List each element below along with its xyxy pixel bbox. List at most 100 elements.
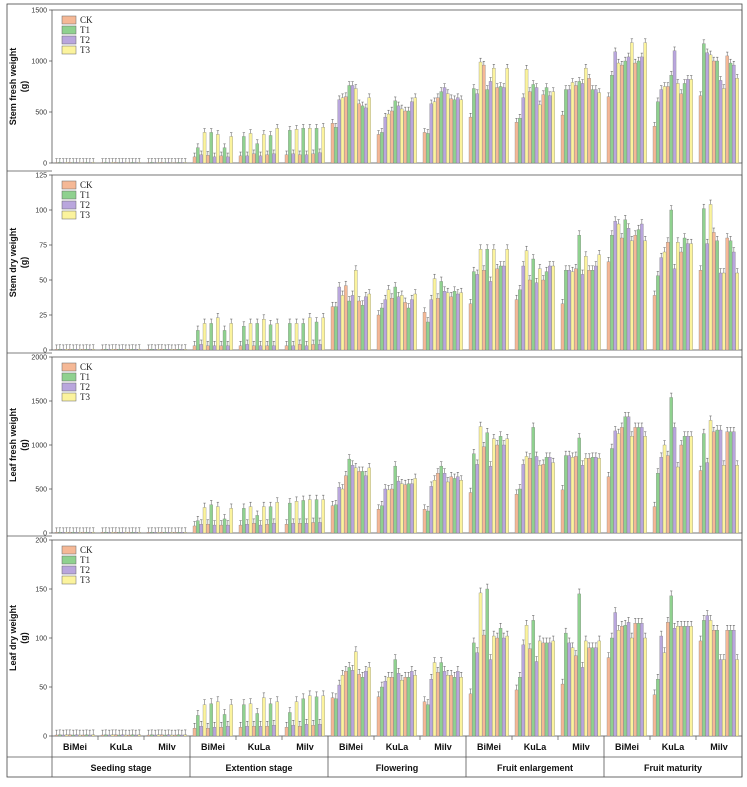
bar	[364, 296, 368, 351]
bar	[633, 235, 637, 351]
legend-label-t1: T1	[80, 555, 90, 565]
bar	[442, 473, 447, 534]
bar	[587, 458, 591, 534]
bar	[400, 108, 404, 164]
bar	[275, 701, 279, 737]
bar	[652, 126, 657, 164]
bar	[337, 286, 341, 351]
bar	[577, 437, 581, 534]
bar	[485, 588, 489, 737]
legend-swatch-t2	[61, 565, 77, 575]
bar	[686, 243, 690, 351]
bar	[613, 430, 617, 534]
bar	[652, 295, 657, 351]
bar	[436, 97, 440, 164]
bar	[652, 694, 657, 737]
bar	[640, 623, 644, 737]
bar	[117, 349, 121, 351]
bar	[577, 81, 581, 164]
bar	[238, 155, 243, 164]
bar	[626, 228, 631, 351]
bar	[698, 95, 703, 164]
bar	[531, 427, 535, 534]
bar	[488, 465, 493, 534]
bar	[160, 734, 164, 737]
bar	[192, 345, 197, 351]
bar	[574, 268, 578, 351]
bar	[124, 734, 128, 737]
bar	[567, 455, 571, 534]
bar	[606, 657, 611, 737]
bar	[68, 734, 72, 737]
bar	[597, 458, 601, 534]
bar	[91, 349, 95, 351]
bar	[528, 279, 532, 351]
cultivar-label-milv: Milv	[434, 742, 452, 752]
bar	[318, 152, 322, 164]
bar	[146, 532, 151, 534]
bar	[314, 128, 319, 164]
bar	[91, 162, 95, 164]
bar	[64, 162, 69, 164]
y-tick-label: 2000	[31, 355, 47, 362]
bar	[656, 679, 660, 737]
bar	[574, 456, 578, 534]
bar	[107, 532, 111, 534]
stage-label: Seeding stage	[90, 763, 151, 773]
bar	[130, 734, 135, 737]
y-tick-label: 100	[35, 636, 47, 643]
bar	[350, 85, 355, 164]
bar	[340, 488, 345, 534]
bar	[456, 476, 460, 534]
bar	[229, 323, 233, 351]
bar	[386, 113, 391, 164]
bar	[160, 349, 164, 351]
bar	[222, 147, 227, 164]
bar	[725, 237, 729, 351]
bar	[478, 249, 483, 351]
bar	[514, 494, 519, 534]
bar	[436, 672, 440, 737]
bar	[396, 296, 401, 351]
bar	[110, 349, 115, 351]
bar	[294, 323, 299, 351]
legend-swatch-t1	[61, 555, 77, 565]
bar	[459, 99, 463, 164]
bar	[275, 128, 279, 164]
bar	[104, 349, 108, 351]
bar	[662, 86, 667, 164]
bar	[212, 345, 217, 351]
y-axis-label-unit: (g)	[19, 439, 29, 451]
bar	[393, 286, 397, 351]
bar	[567, 642, 571, 737]
y-tick-label: 1500	[31, 399, 47, 406]
bar	[196, 330, 200, 351]
bar	[196, 520, 200, 534]
bar	[426, 704, 430, 737]
bar	[298, 726, 302, 737]
bar	[610, 637, 614, 737]
bar	[584, 256, 588, 351]
bar	[114, 349, 118, 351]
bar	[676, 242, 680, 351]
bar	[524, 250, 529, 351]
bar	[376, 134, 381, 164]
bar	[229, 136, 233, 164]
bar	[192, 525, 197, 534]
bar	[567, 89, 571, 164]
bar	[153, 734, 157, 737]
bar	[54, 349, 59, 351]
bar	[393, 100, 397, 164]
bar	[81, 734, 85, 737]
stage-label: Flowering	[376, 763, 419, 773]
bar	[100, 532, 105, 534]
legend-label-t3: T3	[80, 392, 90, 402]
bar	[452, 99, 457, 164]
y-axis-label: Leaf fresh weight	[8, 408, 18, 482]
bar	[337, 684, 341, 737]
legend-swatch-t2	[61, 35, 77, 45]
legend-swatch-t1	[61, 190, 77, 200]
bar	[183, 734, 187, 737]
bar	[347, 85, 351, 164]
bar	[272, 725, 276, 737]
